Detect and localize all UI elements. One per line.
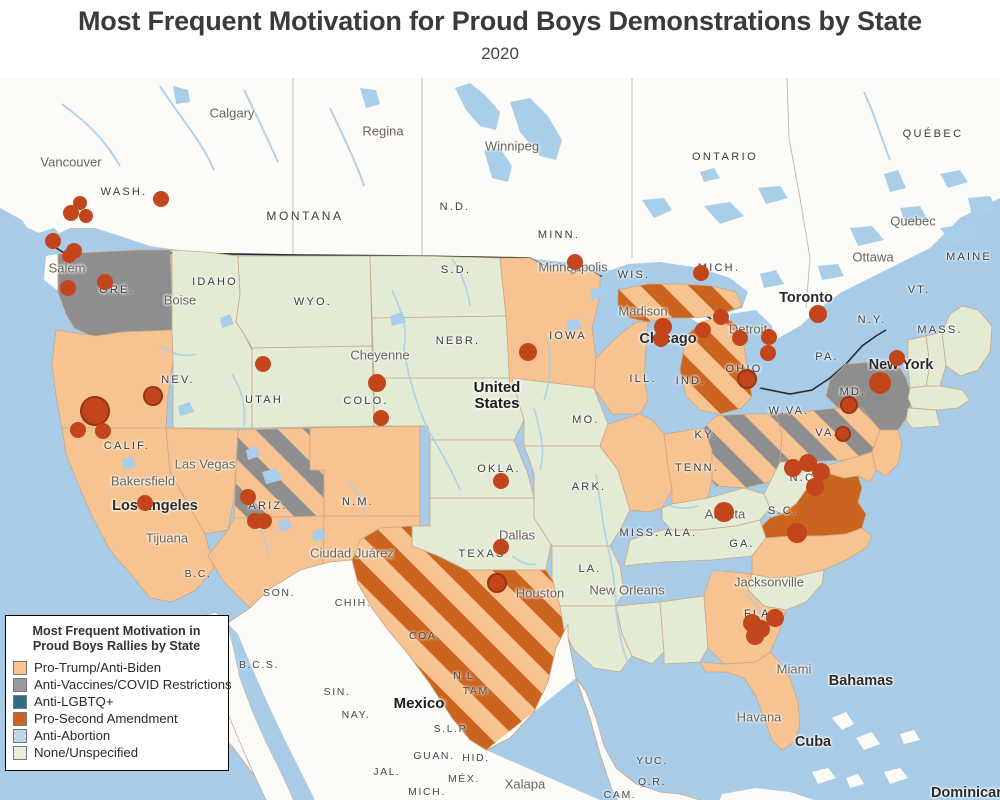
page-subtitle: 2020 [481,44,519,63]
state-connecticut [905,407,941,429]
legend-swatch [13,711,27,726]
rally-marker[interactable] [493,539,509,555]
state-pennsylvania [775,407,881,463]
rally-marker[interactable] [80,396,110,426]
rally-marker[interactable] [653,331,669,347]
legend-item[interactable]: Pro-Second Amendment [13,711,220,727]
rally-marker[interactable] [746,627,764,645]
legend-item-label: None/Unspecified [34,745,139,761]
state-wisconsin [593,321,649,415]
state-florida [699,651,801,751]
bahamas-islands [812,712,920,788]
state-wyoming [251,345,375,429]
rally-marker[interactable] [784,459,802,477]
state-colorado [309,425,421,517]
rally-marker[interactable] [63,205,79,221]
rally-marker[interactable] [732,330,748,346]
chart-header: Most Frequent Motivation for Proud Boys … [0,0,1000,78]
rally-marker[interactable] [787,523,807,543]
canada-water [173,83,998,288]
state-alabama [659,595,709,665]
canada-landmass [0,78,1000,344]
state-idaho [171,249,253,429]
state-iowa [511,377,609,447]
rally-marker[interactable] [45,233,61,249]
rally-marker[interactable] [812,463,830,481]
canada-borders [292,78,811,309]
legend-item[interactable]: Anti-LGBTQ+ [13,694,220,710]
legend-swatch [13,728,27,743]
rally-marker[interactable] [256,513,272,529]
rally-marker[interactable] [869,372,891,394]
rally-marker[interactable] [373,410,389,426]
state-ohio [703,413,783,489]
legend-title-line2: Proud Boys Rallies by State [32,639,201,654]
legend-title: Most Frequent Motivation in Proud Boys R… [13,624,220,655]
rally-marker[interactable] [97,274,113,290]
rally-marker[interactable] [713,309,729,325]
rally-marker[interactable] [60,280,76,296]
rally-marker[interactable] [693,265,709,281]
rally-marker[interactable] [835,426,851,442]
state-montana [235,255,373,349]
legend-item[interactable]: Pro-Trump/Anti-Biden [13,660,220,676]
cuba [719,788,814,800]
rally-marker[interactable] [493,473,509,489]
rally-marker[interactable] [137,495,153,511]
state-maine [941,305,993,377]
rally-marker[interactable] [760,345,776,361]
rally-marker[interactable] [714,502,734,522]
state-north-dakota [369,255,507,319]
map-legend: Most Frequent Motivation in Proud Boys R… [5,615,232,772]
state-oregon [51,329,174,429]
rally-marker[interactable] [567,254,583,270]
rally-marker[interactable] [809,305,827,323]
rally-marker[interactable] [368,374,386,392]
rally-marker[interactable] [255,356,271,372]
legend-title-line1: Most Frequent Motivation in [32,624,201,638]
rally-marker[interactable] [153,191,169,207]
state-massachusetts [907,385,971,411]
rally-marker[interactable] [806,478,824,496]
legend-item[interactable]: Anti-Abortion [13,728,220,744]
legend-item[interactable]: None/Unspecified [13,745,220,761]
legend-item-label: Anti-Abortion [34,728,111,744]
rally-marker[interactable] [519,343,537,361]
map-canvas [0,78,1000,800]
rally-marker[interactable] [737,369,757,389]
us-lakes [122,286,608,542]
legend-item-label: Pro-Second Amendment [34,710,178,726]
rally-marker[interactable] [79,209,93,223]
legend-item-label: Anti-LGBTQ+ [34,693,114,709]
legend-items: Pro-Trump/Anti-Biden Anti-Vaccines/COVID … [13,660,232,761]
rally-marker[interactable] [840,396,858,414]
rally-marker[interactable] [761,329,777,345]
rally-marker[interactable] [62,249,76,263]
legend-swatch [13,677,27,692]
legend-swatch [13,660,27,675]
rally-marker[interactable] [889,350,905,366]
map-viewport[interactable]: WASH. ORE. IDAHO MONTANA N.D. S.D. WYO. NEV. UTA… [0,78,1000,800]
rally-marker[interactable] [695,322,711,338]
rally-marker[interactable] [766,609,784,627]
legend-item-label: Pro-Trump/Anti-Biden [34,659,162,675]
page-title: Most Frequent Motivation for Proud Boys … [78,6,922,36]
legend-swatch [13,745,27,760]
legend-item-label: Anti-Vaccines/COVID Restrictions [34,676,232,692]
rally-marker[interactable] [240,489,256,505]
rally-marker[interactable] [70,422,86,438]
legend-item[interactable]: Anti-Vaccines/COVID Restrictions [13,677,232,693]
state-tennessee [623,519,767,567]
legend-swatch [13,694,27,709]
rally-marker[interactable] [487,573,507,593]
rally-marker[interactable] [95,423,111,439]
rally-marker[interactable] [143,386,163,406]
state-arkansas [551,545,625,607]
state-washington [57,249,173,339]
